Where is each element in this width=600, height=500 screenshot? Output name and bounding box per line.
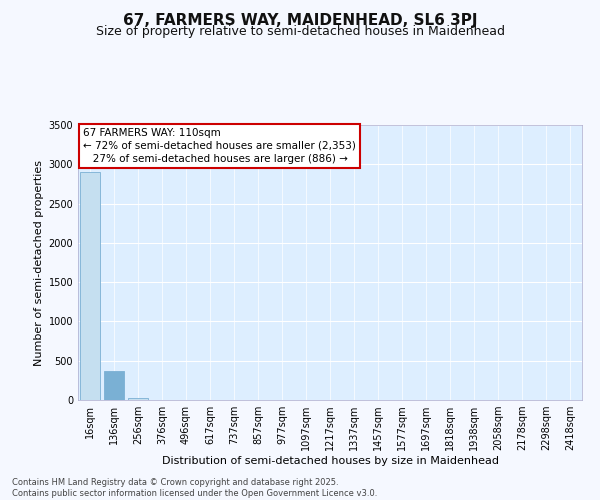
X-axis label: Distribution of semi-detached houses by size in Maidenhead: Distribution of semi-detached houses by …: [161, 456, 499, 466]
Text: 67, FARMERS WAY, MAIDENHEAD, SL6 3PJ: 67, FARMERS WAY, MAIDENHEAD, SL6 3PJ: [123, 12, 477, 28]
Text: 67 FARMERS WAY: 110sqm
← 72% of semi-detached houses are smaller (2,353)
   27% : 67 FARMERS WAY: 110sqm ← 72% of semi-det…: [83, 128, 356, 164]
Bar: [80, 172, 100, 400]
Text: Contains HM Land Registry data © Crown copyright and database right 2025.
Contai: Contains HM Land Registry data © Crown c…: [12, 478, 377, 498]
Y-axis label: Number of semi-detached properties: Number of semi-detached properties: [34, 160, 44, 366]
Text: Size of property relative to semi-detached houses in Maidenhead: Size of property relative to semi-detach…: [95, 25, 505, 38]
Bar: [104, 371, 124, 400]
Bar: [128, 398, 148, 400]
